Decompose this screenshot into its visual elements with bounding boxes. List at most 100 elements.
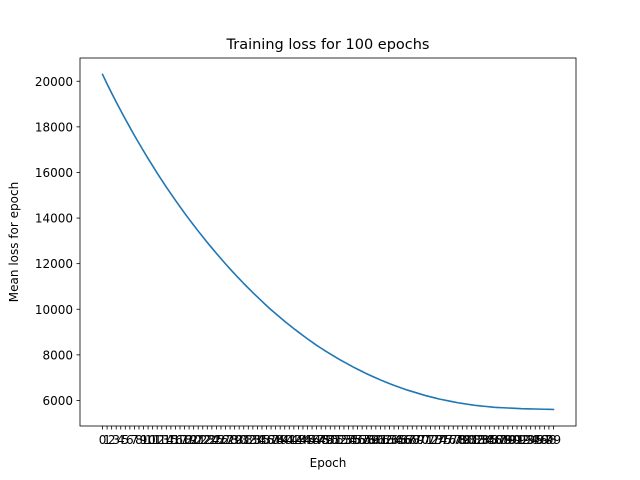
x-tick-label: 75 (437, 433, 452, 447)
y-axis-label: Mean loss for epoch (7, 182, 21, 302)
x-tick-label: 74 (432, 433, 447, 447)
x-tick-label: 34 (250, 433, 265, 447)
x-tick-label: 4 (117, 433, 125, 447)
x-tick-label: 65 (391, 433, 406, 447)
y-tick-label: 6000 (42, 394, 73, 408)
x-tick-label: 55 (345, 433, 360, 447)
x-tick-label: 45 (300, 433, 315, 447)
x-tick-label: 82 (468, 433, 483, 447)
x-tick-label: 56 (350, 433, 365, 447)
x-tick-label: 30 (232, 433, 247, 447)
x-tick-label: 41 (282, 433, 297, 447)
y-tick-label: 16000 (35, 166, 73, 180)
x-tick-label: 48 (314, 433, 329, 447)
x-tick-label: 19 (181, 433, 196, 447)
x-tick-label: 76 (441, 433, 456, 447)
x-tick-label: 68 (405, 433, 420, 447)
x-tick-label: 33 (245, 433, 260, 447)
x-tick-label: 28 (222, 433, 237, 447)
x-tick-label: 78 (450, 433, 465, 447)
x-tick-label: 40 (277, 433, 292, 447)
x-tick-label: 6 (126, 433, 134, 447)
x-tick-label: 35 (254, 433, 269, 447)
y-tick-label: 18000 (35, 120, 73, 134)
y-tick-label: 20000 (35, 75, 73, 89)
x-tick-label: 26 (213, 433, 228, 447)
x-tick-label: 25 (209, 433, 224, 447)
x-tick-label: 37 (263, 433, 278, 447)
x-tick-label: 22 (195, 433, 210, 447)
y-axis-ticks: 6000 8000 10000 12000 14000 16000 18000 20000 (35, 75, 80, 408)
x-tick-label: 99 (546, 433, 561, 447)
x-tick-label: 16 (168, 433, 183, 447)
x-tick-label: 31 (236, 433, 251, 447)
x-tick-label: 23 (200, 433, 215, 447)
x-tick-label: 8 (135, 433, 143, 447)
x-tick-label: 46 (304, 433, 319, 447)
x-tick-label: 72 (423, 433, 438, 447)
x-tick-label: 27 (218, 433, 233, 447)
x-tick-label: 91 (509, 433, 524, 447)
x-tick-label: 44 (295, 433, 310, 447)
x-tick-label: 38 (268, 433, 283, 447)
y-tick-label: 8000 (42, 348, 73, 362)
x-tick-label: 32 (241, 433, 256, 447)
x-tick-label: 9 (140, 433, 148, 447)
x-tick-label: 93 (518, 433, 533, 447)
x-tick-label: 36 (259, 433, 274, 447)
x-tick-label: 5 (121, 433, 129, 447)
x-tick-label: 29 (227, 433, 242, 447)
x-tick-label: 95 (528, 433, 543, 447)
x-tick-label: 47 (309, 433, 324, 447)
x-tick-label: 88 (496, 433, 511, 447)
x-tick-label: 43 (291, 433, 306, 447)
x-tick-label: 3 (112, 433, 120, 447)
x-tick-label: 96 (532, 433, 547, 447)
x-tick-label: 63 (382, 433, 397, 447)
x-axis-label: Epoch (310, 456, 347, 470)
x-tick-label: 85 (482, 433, 497, 447)
x-tick-label: 83 (473, 433, 488, 447)
x-tick-label: 84 (477, 433, 492, 447)
x-tick-label: 50 (323, 433, 338, 447)
x-tick-label: 53 (336, 433, 351, 447)
x-tick-label: 98 (541, 433, 556, 447)
x-tick-label: 90 (505, 433, 520, 447)
x-tick-label: 66 (396, 433, 411, 447)
y-tick-label: 10000 (35, 303, 73, 317)
x-tick-label: 70 (414, 433, 429, 447)
x-tick-label: 86 (487, 433, 502, 447)
x-tick-label: 80 (459, 433, 474, 447)
x-tick-label: 49 (318, 433, 333, 447)
x-tick-label: 2 (108, 433, 116, 447)
x-tick-label: 14 (159, 433, 174, 447)
x-tick-label: 64 (386, 433, 401, 447)
x-tick-label: 69 (409, 433, 424, 447)
x-tick-label: 89 (500, 433, 515, 447)
x-tick-label: 0 (99, 433, 107, 447)
chart-title: Training loss for 100 epochs (226, 37, 430, 53)
y-tick-label: 12000 (35, 257, 73, 271)
x-tick-label: 77 (446, 433, 461, 447)
x-tick-label: 10 (140, 433, 155, 447)
x-tick-label: 51 (327, 433, 342, 447)
y-tick-label: 14000 (35, 212, 73, 226)
x-tick-label: 42 (286, 433, 301, 447)
x-tick-label: 57 (355, 433, 370, 447)
x-tick-label: 71 (418, 433, 433, 447)
x-tick-label: 52 (332, 433, 347, 447)
x-axis-ticks: 0123456789101112131415161718192021222324… (99, 426, 561, 447)
x-tick-label: 73 (427, 433, 442, 447)
x-tick-label: 87 (491, 433, 506, 447)
x-tick-label: 60 (368, 433, 383, 447)
x-tick-label: 13 (154, 433, 169, 447)
x-tick-label: 1 (103, 433, 111, 447)
x-tick-label: 58 (359, 433, 374, 447)
x-tick-label: 17 (172, 433, 187, 447)
x-tick-label: 12 (150, 433, 165, 447)
x-tick-label: 67 (400, 433, 415, 447)
x-tick-label: 20 (186, 433, 201, 447)
x-tick-label: 18 (177, 433, 192, 447)
